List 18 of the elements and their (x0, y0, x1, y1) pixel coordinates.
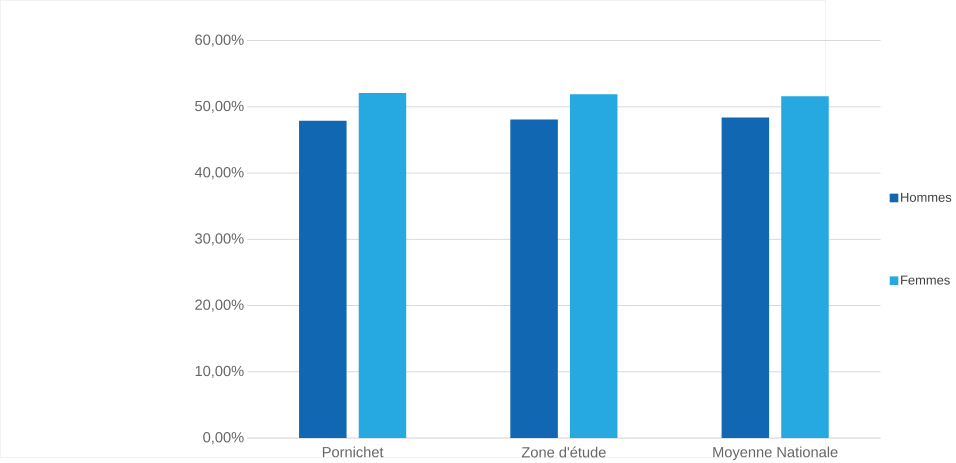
x-tick-label: Pornichet (322, 446, 384, 458)
bar (510, 119, 558, 438)
bar (722, 117, 770, 438)
bar (358, 92, 406, 438)
y-tick-label: 10,00% (196, 366, 244, 378)
legend-label: Femmes (901, 276, 950, 285)
x-tick-label: Zone d'étude (522, 446, 606, 458)
y-tick-label: 0,00% (203, 432, 244, 444)
y-tick-label: 50,00% (195, 100, 244, 113)
bar (570, 94, 618, 438)
y-tick-label: 40,00% (194, 167, 244, 180)
bar (781, 96, 829, 438)
y-tick-label: 20,00% (195, 300, 244, 312)
y-tick-label: 30,00% (195, 233, 244, 246)
x-tick-label: Moyenne Nationale (713, 446, 838, 460)
legend-label: Hommes (901, 192, 952, 202)
y-tick-label: 60,00% (195, 34, 244, 47)
bar (299, 120, 347, 438)
